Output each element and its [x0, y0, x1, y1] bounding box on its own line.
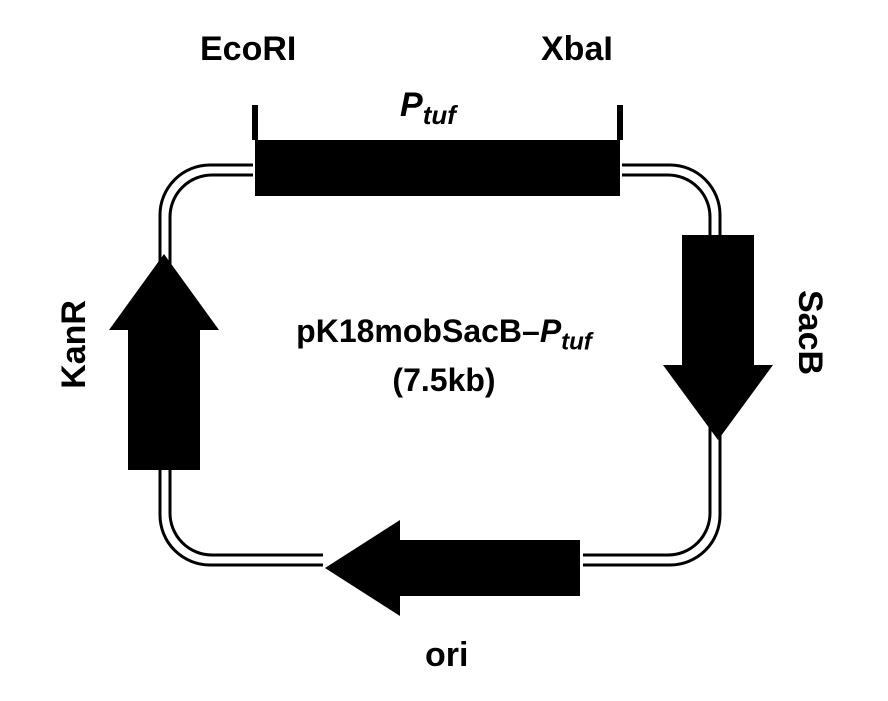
ptuf-label-prefix: P	[400, 86, 423, 124]
plasmid-size: (7.5kb)	[392, 362, 495, 398]
plasmid-name-suffix: P	[540, 313, 561, 349]
ori-arrow	[325, 520, 580, 616]
ptuf-label-sub: tuf	[423, 100, 456, 130]
plasmid-name: pK18mobSacB–Ptuf (7.5kb)	[0, 310, 888, 402]
ecoRI-label: EcoRI	[200, 30, 296, 69]
xbaI-label: XbaI	[541, 30, 613, 69]
ori-label: ori	[425, 636, 468, 675]
plasmid-name-prefix: pK18mobSacB–	[296, 313, 540, 349]
ptuf-box	[255, 140, 620, 196]
ptuf-label: Ptuf	[400, 86, 456, 131]
plasmid-name-sub: tuf	[561, 328, 592, 355]
